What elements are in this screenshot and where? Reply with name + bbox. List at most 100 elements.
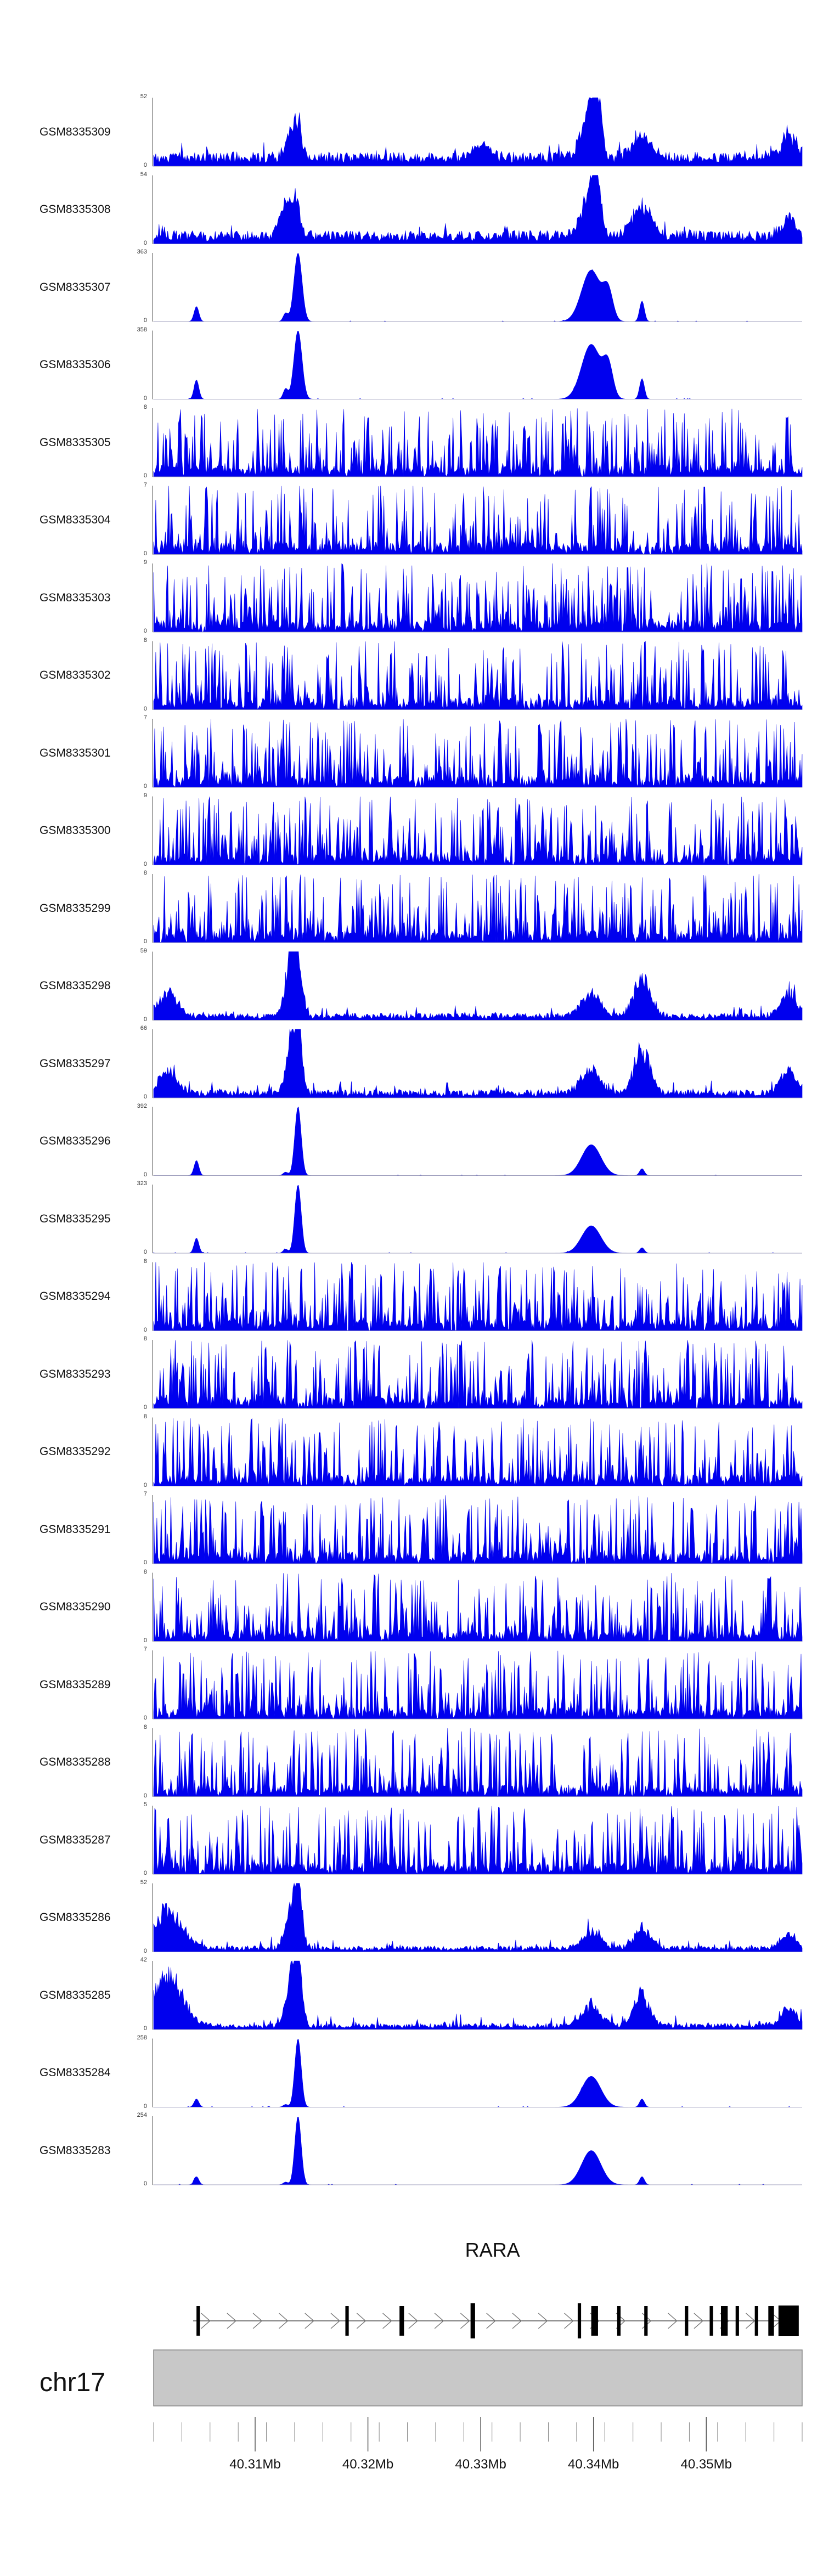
exon-block	[617, 2306, 621, 2336]
strand-chevron	[278, 2313, 289, 2329]
strand-chevron	[356, 2313, 367, 2329]
strand-chevron	[538, 2313, 548, 2329]
exon-block	[768, 2306, 774, 2336]
exon-block	[470, 2303, 475, 2338]
track-label: GSM8335288	[40, 1756, 111, 1768]
coverage-area-GSM8335292	[153, 1418, 803, 1486]
y-max-label: 7	[143, 481, 147, 488]
track-label: GSM8335304	[40, 514, 111, 526]
track-label: GSM8335295	[40, 1212, 111, 1225]
y-max-label: 42	[140, 1957, 147, 1963]
y-min-label: 0	[143, 1481, 147, 1489]
y-max-label: 59	[140, 947, 147, 954]
y-min-label: 0	[143, 1171, 147, 1178]
exon-block	[778, 2306, 799, 2336]
exon-block	[345, 2306, 349, 2336]
y-min-label: 0	[143, 1870, 147, 1876]
y-max-label: 358	[137, 326, 147, 333]
track-label: GSM8335297	[40, 1057, 111, 1070]
track-label: GSM8335296	[40, 1135, 111, 1147]
coverage-area-GSM8335304	[153, 486, 803, 555]
y-max-label: 9	[143, 559, 147, 566]
coverage-area-GSM8335290	[153, 1573, 803, 1642]
y-max-label: 323	[137, 1180, 147, 1187]
y-max-label: 8	[143, 870, 147, 876]
axis-tick-label: 40.31Mb	[229, 2457, 281, 2472]
y-max-label: 363	[137, 249, 147, 255]
y-min-label: 0	[143, 1947, 147, 1954]
coverage-area-GSM8335302	[153, 641, 803, 711]
exon-block	[591, 2306, 598, 2336]
strand-chevron	[408, 2313, 418, 2329]
axis-tick-label: 40.35Mb	[680, 2457, 732, 2472]
track-label: GSM8335293	[40, 1367, 111, 1380]
axis-tick-label: 40.32Mb	[342, 2457, 394, 2472]
strand-chevron	[330, 2313, 341, 2329]
track-label: GSM8335307	[40, 280, 111, 294]
strand-chevron	[746, 2313, 756, 2329]
track-label: GSM8335291	[40, 1523, 111, 1536]
y-min-label: 0	[143, 1326, 147, 1333]
track-label: GSM8335290	[40, 1600, 111, 1613]
coverage-area-GSM8335289	[153, 1650, 803, 1720]
track-label: GSM8335287	[40, 1833, 111, 1846]
track-label: GSM8335302	[40, 669, 111, 681]
track-label: GSM8335303	[40, 591, 111, 604]
y-max-label: 392	[137, 1102, 147, 1109]
track-label: GSM8335285	[40, 1988, 111, 2002]
y-min-label: 0	[143, 162, 147, 168]
y-max-label: 7	[143, 1491, 147, 1497]
y-min-label: 0	[143, 394, 147, 402]
coverage-area-GSM8335301	[153, 719, 803, 788]
strand-chevron	[564, 2313, 574, 2329]
track-label: GSM8335294	[40, 1290, 111, 1303]
track-label: GSM8335299	[40, 901, 111, 915]
coverage-area-GSM8335297	[153, 1029, 803, 1098]
coverage-area-GSM8335309	[153, 97, 803, 167]
strand-chevron	[434, 2313, 444, 2329]
y-min-label: 0	[143, 783, 147, 790]
y-min-label: 0	[143, 472, 147, 479]
y-min-label: 0	[143, 1249, 147, 1255]
exon-block	[685, 2306, 689, 2336]
strand-chevron	[694, 2313, 704, 2329]
exon-block	[399, 2306, 404, 2336]
coverage-area-GSM8335291	[153, 1495, 803, 1564]
strand-chevron	[382, 2313, 392, 2329]
exon-block	[754, 2306, 758, 2336]
track-label: GSM8335305	[40, 436, 111, 449]
chromosome-ideogram	[153, 2349, 803, 2406]
coverage-area-GSM8335286	[153, 1882, 803, 1952]
y-min-label: 0	[143, 2180, 147, 2187]
y-max-label: 8	[143, 1258, 147, 1265]
y-max-label: 5	[143, 1801, 147, 1808]
strand-chevron	[460, 2313, 470, 2329]
exon-block	[644, 2306, 648, 2336]
axis-tick-label: 40.33Mb	[455, 2457, 506, 2472]
y-max-label: 8	[143, 1413, 147, 1420]
coverage-area-GSM8335293	[153, 1340, 803, 1409]
coverage-area-GSM8335284	[154, 2039, 802, 2107]
gene-label: RARA	[465, 2239, 520, 2261]
coverage-area-GSM8335296	[154, 1106, 802, 1176]
coverage-area-GSM8335307	[154, 253, 802, 322]
track-label: GSM8335284	[40, 2066, 111, 2079]
y-min-label: 0	[143, 628, 147, 634]
coverage-area-GSM8335287	[153, 1806, 803, 1875]
y-max-label: 8	[143, 636, 147, 644]
y-max-label: 8	[143, 404, 147, 410]
coverage-area-GSM8335299	[153, 874, 803, 943]
track-label: GSM8335283	[40, 2144, 111, 2157]
strand-chevron	[252, 2313, 263, 2329]
coverage-area-GSM8335298	[153, 951, 803, 1021]
coverage-area-GSM8335294	[153, 1262, 803, 1332]
y-min-label: 0	[143, 1404, 147, 1411]
y-max-label: 9	[143, 792, 147, 799]
strand-chevron	[668, 2313, 678, 2329]
track-label: GSM8335306	[40, 358, 111, 371]
strand-chevron	[227, 2313, 236, 2329]
y-max-label: 7	[143, 1646, 147, 1653]
y-max-label: 66	[140, 1025, 147, 1031]
y-max-label: 7	[143, 714, 147, 721]
